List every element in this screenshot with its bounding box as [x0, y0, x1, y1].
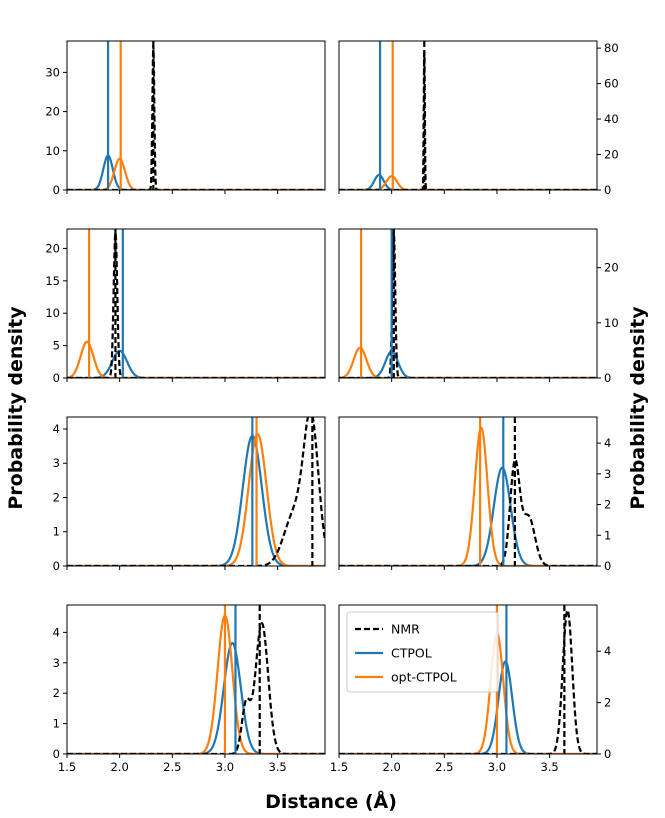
- density-curve-opt-ctpol-s7-zn: [339, 175, 597, 190]
- x-axis-label: Distance (Å): [265, 789, 397, 813]
- y-tick-label-n20-n24: 4: [604, 436, 611, 450]
- y-tick-label-n20-n24: 1: [604, 528, 611, 542]
- x-tick-label-n24-s7: 2.5: [435, 760, 453, 774]
- y-tick-label-s7-zn: 40: [604, 112, 619, 126]
- x-tick-label-n24-s7: 2.0: [383, 760, 401, 774]
- legend-label-opt-ctpol: opt-CTPOL: [391, 670, 457, 685]
- y-tick-label-n20-s7: 0: [53, 747, 60, 761]
- density-curve-ctpol-n20-zn: [67, 349, 325, 378]
- y-tick-label-s7-zn: 80: [604, 41, 619, 55]
- y-tick-label-n20-s7: 2: [53, 686, 60, 700]
- y-tick-label-n20-n24: 0: [604, 559, 611, 573]
- density-curve-nmr-n20-s7: [67, 622, 325, 754]
- y-tick-label-n20-s7: 4: [53, 625, 60, 639]
- y-tick-label-n24-zn: 20: [604, 261, 619, 275]
- plot-area-s7-zn: [339, 41, 597, 190]
- y-tick-label-n20-s7: 1: [53, 717, 60, 731]
- axes-frame-s4-s7: [66, 416, 326, 567]
- x-tick-label-n20-s7: 1.5: [58, 760, 76, 774]
- axes-frame-n20-n24: [338, 416, 598, 567]
- axes-frame-n20-s7: [66, 604, 326, 755]
- y-tick-label-s4-s7: 1: [53, 525, 60, 539]
- density-curve-nmr-n20-zn: [67, 231, 325, 378]
- density-curve-ctpol-s4-zn: [67, 154, 325, 190]
- y-tick-label-n20-zn: 20: [45, 241, 60, 255]
- x-tick-label-n24-s7: 1.5: [330, 760, 348, 774]
- y-tick-label-s4-zn: 20: [45, 105, 60, 119]
- y-tick-label-n24-zn: 10: [604, 316, 619, 330]
- axes-frame-n24-zn: [338, 228, 598, 379]
- density-curve-opt-ctpol-n20-s7: [67, 614, 325, 754]
- y-tick-label-s7-zn: 60: [604, 77, 619, 91]
- plot-area-n24-zn: [339, 229, 597, 378]
- density-curve-opt-ctpol-n20-n24: [339, 426, 597, 566]
- y-tick-label-n20-n24: 2: [604, 498, 611, 512]
- y-tick-label-s4-s7: 2: [53, 490, 60, 504]
- density-curve-nmr-s7-zn: [339, 51, 597, 190]
- x-tick-label-n20-s7: 2.5: [163, 760, 181, 774]
- density-curve-ctpol-s4-s7: [67, 434, 325, 566]
- density-curve-nmr-n24-zn: [339, 231, 597, 378]
- y-tick-label-s4-zn: 30: [45, 65, 60, 79]
- panel-n20-n24: 0 1 2 3 4: [338, 416, 611, 573]
- density-curve-nmr-s4-zn: [67, 44, 325, 190]
- x-tick-label-n20-s7: 3.0: [216, 760, 234, 774]
- panel-n20-zn: 0 5 10 15 20: [45, 228, 326, 385]
- density-curve-nmr-s4-s7: [67, 417, 325, 566]
- y-tick-label-n24-s7: 2: [604, 696, 611, 710]
- y-tick-label-s4-zn: 0: [53, 183, 60, 197]
- density-curve-opt-ctpol-s4-s7: [67, 433, 325, 566]
- density-curve-ctpol-n20-s7: [67, 641, 325, 754]
- density-curve-ctpol-n24-zn: [339, 350, 597, 378]
- axes-frame-s7-zn: [338, 40, 598, 191]
- density-curve-ctpol-s7-zn: [339, 173, 597, 190]
- panel-s4-s7: 0 1 2 3 4: [53, 416, 326, 573]
- y-tick-label-n24-s7: 4: [604, 644, 611, 658]
- legend: NMR CTPOL opt-CTPOL: [346, 611, 499, 693]
- panels-layer: 0102030020406080051015200102001234012340…: [45, 40, 619, 774]
- x-tick-label-n24-s7: 3.0: [488, 760, 506, 774]
- panel-s4-zn: 0 10 20 30: [45, 40, 326, 197]
- y-tick-label-s7-zn: 0: [604, 183, 611, 197]
- y-tick-label-n24-zn: 0: [604, 371, 611, 385]
- y-tick-label-s7-zn: 20: [604, 148, 619, 162]
- x-tick-label-n20-s7: 2.0: [111, 760, 129, 774]
- axes-frame-s4-zn: [66, 40, 326, 191]
- y-axis-label-left: Probability density: [5, 306, 27, 510]
- panel-n20-s7: 0 1 2 3 4 1.5 2.0 2.5 3.0 3.5: [53, 604, 326, 774]
- plot-area-n20-n24: [339, 417, 597, 566]
- x-tick-label-n24-s7: 3.5: [540, 760, 558, 774]
- panel-n24-zn: 0 10 20: [338, 228, 619, 385]
- density-curve-opt-ctpol-n24-zn: [339, 346, 597, 378]
- plot-area-n20-zn: [67, 229, 325, 378]
- x-tick-label-n20-s7: 3.5: [268, 760, 286, 774]
- plot-area-s4-zn: [67, 41, 325, 190]
- panel-s7-zn: 0 20 40 60 80: [338, 40, 619, 197]
- legend-label-ctpol: CTPOL: [391, 646, 432, 661]
- y-tick-label-s4-s7: 3: [53, 456, 60, 470]
- y-tick-label-s4-s7: 4: [53, 422, 60, 436]
- y-tick-label-n20-zn: 0: [53, 371, 60, 385]
- legend-label-nmr: NMR: [391, 622, 420, 637]
- y-tick-label-n20-zn: 10: [45, 306, 60, 320]
- axes-frame-n20-zn: [66, 228, 326, 379]
- y-axis-label-right: Probability density: [627, 306, 649, 510]
- y-tick-label-s4-zn: 10: [45, 144, 60, 158]
- y-tick-label-n20-s7: 3: [53, 656, 60, 670]
- legend-box: [346, 611, 499, 693]
- y-tick-label-s4-s7: 0: [53, 559, 60, 573]
- density-curve-opt-ctpol-s4-zn: [67, 157, 325, 190]
- plot-area-s4-s7: [67, 417, 325, 566]
- y-tick-label-n20-zn: 5: [53, 339, 60, 353]
- y-tick-label-n20-n24: 3: [604, 467, 611, 481]
- y-tick-label-n20-zn: 15: [45, 274, 60, 288]
- axes-frame-n24-s7: [338, 604, 598, 755]
- y-tick-label-n24-s7: 0: [604, 747, 611, 761]
- plot-area-n20-s7: [67, 605, 325, 754]
